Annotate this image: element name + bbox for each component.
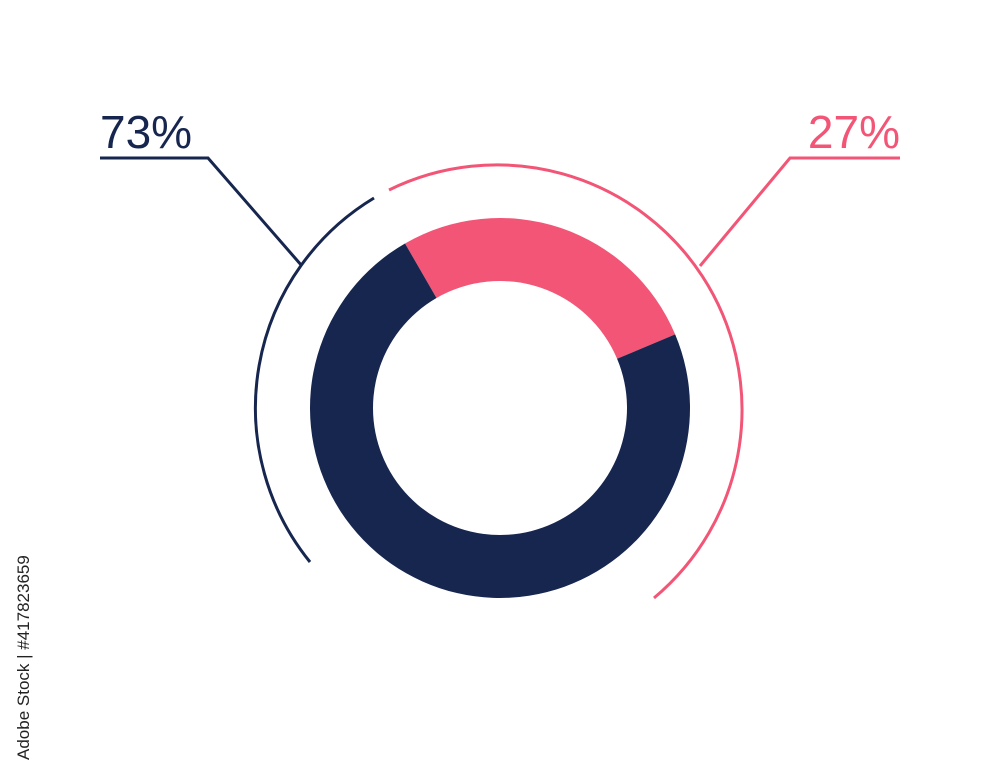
- watermark-id: Adobe Stock | #417823659: [14, 555, 33, 760]
- value-label: 27%: [808, 106, 900, 158]
- outer-arc: [253, 196, 375, 563]
- leader-line: [698, 156, 900, 267]
- donut: [310, 218, 690, 598]
- outer-arc: [388, 163, 744, 600]
- leader-line: [100, 156, 304, 267]
- value-label: 73%: [100, 106, 192, 158]
- donut-segment: [310, 243, 690, 598]
- donut-segment: [405, 218, 676, 359]
